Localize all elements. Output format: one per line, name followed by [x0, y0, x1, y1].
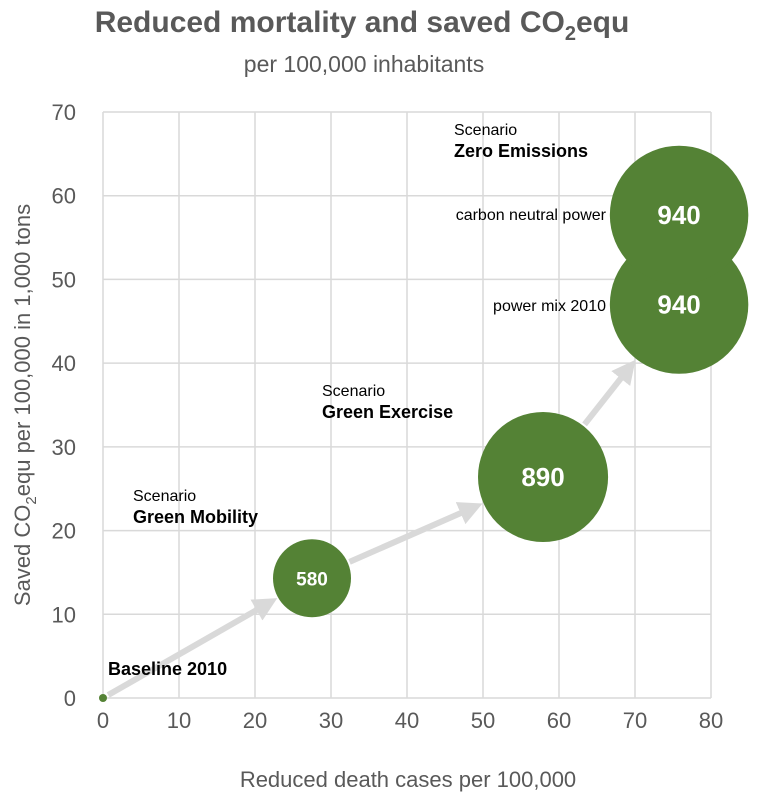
- bubble-label: 940: [657, 290, 700, 320]
- y-tick-label: 50: [52, 267, 76, 292]
- y-tick-label: 30: [52, 435, 76, 460]
- bubble-label: 890: [521, 462, 564, 492]
- bubble: [609, 145, 749, 285]
- x-axis-label: Reduced death cases per 100,000: [240, 767, 576, 792]
- x-tick-label: 60: [547, 708, 571, 733]
- chart-title: Reduced mortality and saved CO2equ: [95, 6, 630, 45]
- x-tick-label: 10: [167, 708, 191, 733]
- trend-arrow: [106, 598, 278, 698]
- x-tick-label: 0: [97, 708, 109, 733]
- chart-subtitle: per 100,000 inhabitants: [244, 51, 484, 77]
- x-tick-label: 70: [623, 708, 647, 733]
- bubble: [99, 694, 107, 702]
- x-tick-label: 40: [395, 708, 419, 733]
- annotation-green-mobility: Green Mobility: [133, 507, 258, 527]
- annotation-baseline: Baseline 2010: [108, 659, 227, 679]
- y-tick-label: 70: [52, 100, 76, 125]
- x-tick-label: 50: [471, 708, 495, 733]
- y-tick-label: 10: [52, 602, 76, 627]
- annotations: Baseline 2010 Scenario Green Mobility Sc…: [108, 122, 607, 679]
- y-tick-label: 60: [52, 184, 76, 209]
- x-tick-label: 20: [243, 708, 267, 733]
- y-tick-label: 0: [64, 686, 76, 711]
- annotation-zero-emissions: Zero Emissions: [454, 141, 588, 161]
- annotation-scenario-exercise: Scenario: [322, 383, 385, 400]
- annotation-green-exercise: Green Exercise: [322, 402, 453, 422]
- x-tick-label: 80: [699, 708, 723, 733]
- annotation-scenario-mobility: Scenario: [133, 488, 196, 505]
- x-tick-label: 30: [319, 708, 343, 733]
- y-tick-label: 20: [52, 519, 76, 544]
- bubble-label: 580: [296, 569, 328, 590]
- y-tick-label: 40: [52, 351, 76, 376]
- annotation-power-mix: power mix 2010: [493, 298, 606, 315]
- bubbles: 580 890 940 940: [99, 145, 749, 702]
- y-axis-label: Saved CO2equ per 100,000 in 1,000 tons: [10, 204, 40, 606]
- bubble-label: 940: [657, 200, 700, 230]
- annotation-carbon-neutral: carbon neutral power: [456, 207, 607, 224]
- bubble: [273, 539, 351, 618]
- bubble: [477, 411, 609, 543]
- gridlines: [102, 111, 712, 699]
- annotation-scenario-zero: Scenario: [454, 122, 517, 139]
- trend-arrow: [582, 359, 636, 427]
- trend-arrow: [348, 502, 483, 565]
- tick-labels: 0 10 20 30 40 50 60 70 80 0 10 20 30 40 50 60 70: [52, 100, 724, 733]
- arrows: [106, 359, 636, 698]
